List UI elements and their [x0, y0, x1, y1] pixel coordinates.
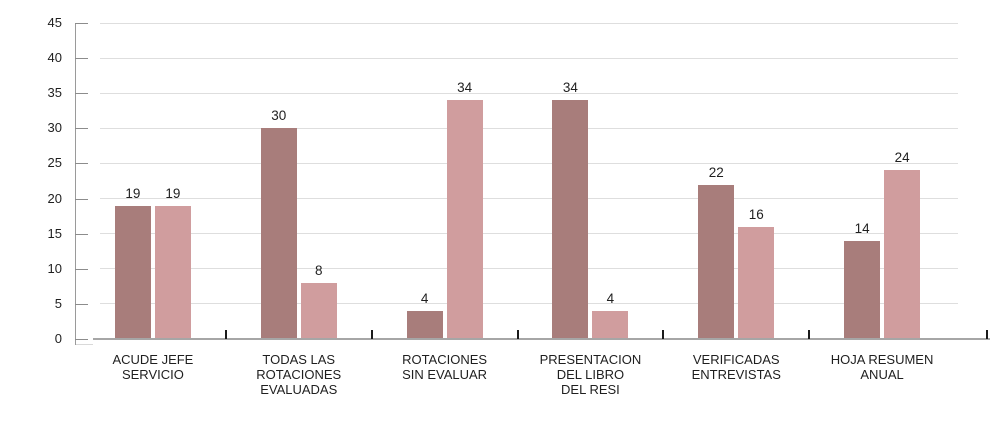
category-boundary-tick — [808, 330, 811, 339]
category-label: HOJA RESUMEN ANUAL — [830, 352, 934, 382]
y-axis-tick-label: 25 — [47, 155, 62, 171]
category-label: ROTACIONES SIN EVALUAR — [402, 352, 488, 382]
category-boundary-tick — [516, 330, 519, 339]
bar-value-label: 14 — [854, 220, 870, 236]
bar-value-label: 24 — [894, 150, 910, 166]
bar — [592, 310, 629, 338]
bar-value-label: 4 — [606, 290, 615, 306]
y-axis-tick — [75, 163, 88, 165]
bar-value-label: 16 — [748, 206, 764, 222]
bar-value-label: 34 — [562, 80, 578, 96]
y-axis-tick-label: 45 — [47, 15, 62, 30]
y-axis-tick — [75, 303, 88, 305]
y-axis-tick-label: 15 — [47, 225, 62, 241]
bar — [844, 240, 881, 338]
gridline — [100, 92, 958, 94]
category-boundary-tick — [662, 330, 665, 339]
y-axis-tick-label: 35 — [47, 85, 62, 101]
bar — [406, 310, 443, 338]
gridline — [100, 303, 958, 305]
category-boundary-tick — [986, 330, 988, 339]
bar-value-label: 30 — [271, 108, 287, 124]
y-axis-tick-label: 20 — [47, 190, 62, 206]
gridline — [100, 268, 958, 270]
gridline — [100, 233, 958, 235]
gridline — [100, 57, 958, 59]
bar-value-label: 4 — [420, 290, 429, 306]
gridline — [100, 22, 958, 24]
category-label: ACUDE JEFE SERVICIO — [112, 352, 194, 382]
gridline — [100, 162, 958, 164]
bar — [260, 128, 297, 338]
bar — [884, 170, 921, 338]
x-axis-hook — [76, 344, 93, 345]
category-label: VERIFICADAS ENTREVISTAS — [691, 352, 781, 382]
y-axis-tick-label: 0 — [54, 331, 62, 346]
bar-value-label: 34 — [457, 80, 473, 96]
gridline — [100, 198, 958, 200]
bar — [738, 226, 775, 338]
bar — [154, 205, 191, 338]
category-boundary-tick — [224, 330, 227, 339]
y-axis-tick — [75, 58, 88, 60]
gridline — [100, 127, 958, 129]
y-axis-tick-label: 40 — [47, 50, 62, 66]
y-axis-tick-label: 5 — [54, 295, 62, 311]
y-axis-tick — [75, 268, 88, 270]
y-axis-tick — [75, 339, 88, 340]
category-boundary-tick — [370, 330, 373, 339]
y-axis-tick — [75, 233, 88, 235]
bar-value-label: 19 — [125, 185, 141, 201]
bar — [300, 282, 337, 338]
bar — [698, 184, 735, 338]
bar-value-label: 22 — [708, 164, 724, 180]
category-label: PRESENTACION DEL LIBRO DEL RESI — [539, 352, 642, 397]
y-axis-line — [75, 23, 76, 345]
y-axis-tick — [75, 23, 88, 24]
x-axis-baseline — [93, 338, 990, 340]
y-axis-tick — [75, 93, 88, 95]
y-axis-tick — [75, 198, 88, 200]
category-label: TODAS LAS ROTACIONES EVALUADAS — [256, 352, 342, 397]
bar-value-label: 8 — [314, 262, 323, 278]
y-axis-tick-label: 10 — [47, 260, 62, 276]
bar — [552, 100, 589, 338]
bar-value-label: 19 — [165, 185, 181, 201]
bar — [114, 205, 151, 338]
y-axis-tick-label: 30 — [47, 120, 62, 136]
bar — [446, 100, 483, 338]
y-axis-tick — [75, 128, 88, 130]
